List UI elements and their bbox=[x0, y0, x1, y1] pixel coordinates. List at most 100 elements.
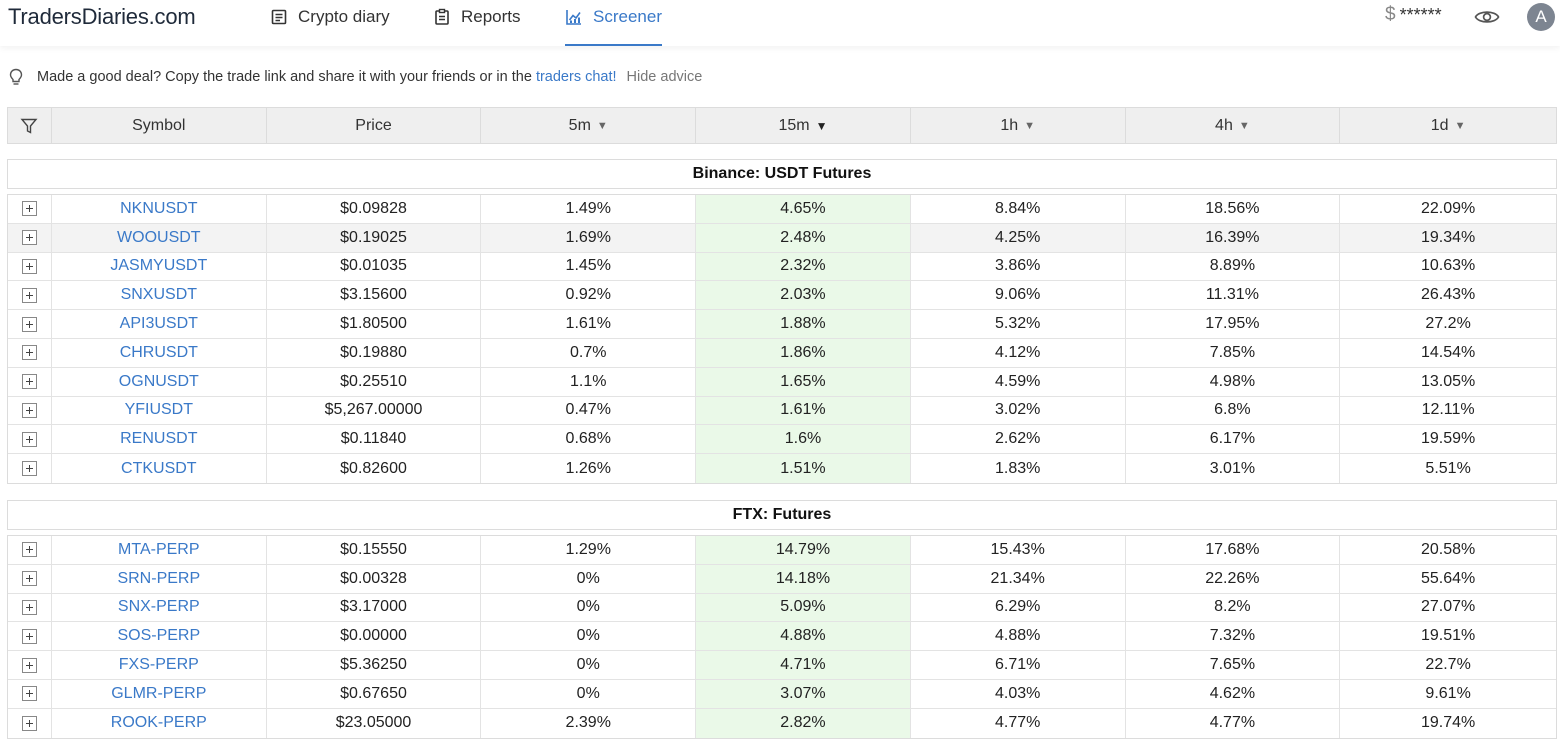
cell-symbol[interactable]: FXS-PERP bbox=[52, 651, 267, 679]
cell-change-1d: 20.58% bbox=[1420, 540, 1476, 558]
table-row[interactable]: JASMYUSDT $0.01035 1.45% 2.32% 3.86% 8.89% 10.… bbox=[8, 252, 1556, 282]
expand-icon[interactable] bbox=[21, 258, 37, 274]
cell-change-15m: 4.65% bbox=[696, 195, 911, 223]
cell-symbol[interactable]: GLMR-PERP bbox=[52, 679, 267, 708]
expand-cell bbox=[8, 425, 52, 454]
expand-icon[interactable] bbox=[21, 715, 37, 731]
column-header-5m[interactable]: 5m ▼ bbox=[481, 108, 697, 143]
expand-icon[interactable] bbox=[21, 316, 37, 332]
table-row[interactable]: SNXUSDT $3.15600 0.92% 2.03% 9.06% 11.31% 26.4… bbox=[8, 281, 1556, 311]
cell-change-1h: 8.84% bbox=[911, 195, 1126, 223]
clipboard-icon bbox=[435, 8, 449, 25]
table-row[interactable]: MTA-PERP $0.15550 1.29% 14.79% 15.43% 17.68% 2… bbox=[8, 535, 1556, 565]
table-row[interactable]: CHRUSDT $0.19880 0.7% 1.86% 4.12% 7.85% 14.54% bbox=[8, 338, 1556, 368]
expand-icon[interactable] bbox=[21, 287, 37, 303]
cell-change-5m: 0% bbox=[481, 593, 697, 622]
cell-symbol[interactable]: OGNUSDT bbox=[52, 367, 267, 396]
cell-change-1h: 9.06% bbox=[911, 281, 1126, 310]
expand-icon[interactable] bbox=[21, 374, 37, 390]
expand-icon[interactable] bbox=[21, 345, 37, 361]
column-header-label: 1h bbox=[1000, 116, 1019, 134]
column-header-symbol[interactable]: Symbol bbox=[52, 108, 267, 143]
column-header-15m[interactable]: 15m ▼ bbox=[696, 108, 911, 143]
cell-symbol[interactable]: CHRUSDT bbox=[52, 338, 267, 367]
expand-icon[interactable] bbox=[21, 431, 37, 447]
cell-change-1h: 6.71% bbox=[911, 651, 1126, 679]
expand-icon[interactable] bbox=[21, 628, 37, 644]
cell-change-1d: 19.74% bbox=[1420, 714, 1476, 732]
cell-symbol[interactable]: ROOK-PERP bbox=[52, 708, 267, 738]
table-row[interactable]: GLMR-PERP $0.67650 0% 3.07% 4.03% 4.62% 9.61% bbox=[8, 679, 1556, 709]
table-row[interactable]: API3USDT $1.80500 1.61% 1.88% 5.32% 17.95% 27.… bbox=[8, 310, 1556, 339]
cell-symbol[interactable]: MTA-PERP bbox=[52, 535, 267, 564]
expand-icon[interactable] bbox=[21, 599, 37, 615]
table-row[interactable]: WOOUSDT $0.19025 1.69% 2.48% 4.25% 16.39% 19.3… bbox=[8, 223, 1556, 253]
expand-cell bbox=[8, 708, 52, 738]
cell-symbol[interactable]: RENUSDT bbox=[52, 425, 267, 454]
eye-icon[interactable] bbox=[1474, 8, 1500, 26]
table-row[interactable]: FXS-PERP $5.36250 0% 4.71% 6.71% 7.65% 22.7% bbox=[8, 651, 1556, 680]
cell-change-1h: 4.59% bbox=[911, 367, 1126, 396]
group-title-ftx: FTX: Futures bbox=[7, 499, 1557, 530]
expand-cell bbox=[8, 651, 52, 679]
screener-table: Symbol Price 5m ▼ 15m ▼ 1h ▼ 4h ▼ 1d ▼ B… bbox=[7, 107, 1557, 739]
table-row[interactable]: OGNUSDT $0.25510 1.1% 1.65% 4.59% 4.98% 13.05% bbox=[8, 367, 1556, 397]
cell-price: $0.01035 bbox=[267, 252, 482, 281]
expand-icon[interactable] bbox=[21, 542, 37, 558]
cell-price: $23.05000 bbox=[267, 708, 482, 738]
expand-icon[interactable] bbox=[21, 230, 37, 246]
cell-change-5m: 1.69% bbox=[481, 223, 697, 252]
expand-icon[interactable] bbox=[21, 402, 37, 418]
table-row[interactable]: SRN-PERP $0.00328 0% 14.18% 21.34% 22.26% 55.6… bbox=[8, 564, 1556, 594]
table-row[interactable]: YFIUSDT $5,267.00000 0.47% 1.61% 3.02% 6.8% 12… bbox=[8, 396, 1556, 426]
cell-symbol[interactable]: SNXUSDT bbox=[52, 281, 267, 310]
filter-button[interactable] bbox=[8, 108, 52, 143]
expand-icon[interactable] bbox=[21, 657, 37, 673]
table-row[interactable]: NKNUSDT $0.09828 1.49% 4.65% 8.84% 18.56% 22.0… bbox=[8, 195, 1556, 224]
expand-cell bbox=[8, 195, 52, 223]
cell-change-4h: 8.89% bbox=[1126, 252, 1341, 281]
column-header-price[interactable]: Price bbox=[267, 108, 482, 143]
logo[interactable]: TradersDiaries.com bbox=[8, 4, 196, 29]
nav-crypto-diary-label: Crypto diary bbox=[298, 7, 390, 26]
cell-symbol[interactable]: YFIUSDT bbox=[52, 396, 267, 425]
cell-change-1h: 3.86% bbox=[911, 252, 1126, 281]
table-row[interactable]: SOS-PERP $0.00000 0% 4.88% 4.88% 7.32% 19.51% bbox=[8, 622, 1556, 652]
expand-icon[interactable] bbox=[21, 571, 37, 587]
cell-price: $0.67650 bbox=[267, 679, 482, 708]
cell-symbol[interactable]: SRN-PERP bbox=[52, 564, 267, 593]
sort-arrow-icon: ▼ bbox=[1238, 119, 1250, 132]
nav-screener[interactable]: Screener bbox=[565, 0, 662, 46]
table-row[interactable]: RENUSDT $0.11840 0.68% 1.6% 2.62% 6.17% 19.59% bbox=[8, 425, 1556, 455]
column-header-1h[interactable]: 1h ▼ bbox=[911, 108, 1126, 143]
cell-symbol[interactable]: JASMYUSDT bbox=[52, 252, 267, 281]
expand-icon[interactable] bbox=[21, 201, 37, 217]
avatar[interactable]: A bbox=[1527, 3, 1555, 31]
cell-symbol[interactable]: WOOUSDT bbox=[52, 223, 267, 252]
cell-symbol[interactable]: NKNUSDT bbox=[52, 195, 267, 223]
cell-symbol[interactable]: CTKUSDT bbox=[52, 454, 267, 483]
cell-change-1d: 12.11% bbox=[1421, 401, 1475, 419]
column-header-label: 4h bbox=[1215, 116, 1233, 134]
expand-icon[interactable] bbox=[21, 686, 37, 702]
table-row[interactable]: CTKUSDT $0.82600 1.26% 1.51% 1.83% 3.01% 5.51% bbox=[8, 454, 1556, 483]
cell-change-1d: 27.2% bbox=[1425, 315, 1471, 333]
cell-symbol[interactable]: SNX-PERP bbox=[52, 593, 267, 622]
expand-cell bbox=[8, 593, 52, 622]
expand-cell bbox=[8, 310, 52, 338]
cell-symbol[interactable]: API3USDT bbox=[52, 310, 267, 338]
column-header-1d[interactable]: 1d ▼ bbox=[1340, 108, 1556, 143]
hide-advice-link[interactable]: Hide advice bbox=[626, 69, 703, 85]
table-row[interactable]: ROOK-PERP $23.05000 2.39% 2.82% 4.77% 4.77% 19… bbox=[8, 708, 1556, 738]
cell-symbol[interactable]: SOS-PERP bbox=[52, 622, 267, 651]
nav-reports[interactable]: Reports bbox=[433, 0, 521, 46]
expand-cell bbox=[8, 281, 52, 310]
column-header-4h[interactable]: 4h ▼ bbox=[1126, 108, 1341, 143]
nav-crypto-diary[interactable]: Crypto diary bbox=[270, 0, 390, 46]
table-row[interactable]: SNX-PERP $3.17000 0% 5.09% 6.29% 8.2% 27.07% bbox=[8, 593, 1556, 623]
cell-change-15m: 3.07% bbox=[696, 679, 911, 708]
expand-icon[interactable] bbox=[21, 461, 37, 477]
cell-price: $3.17000 bbox=[267, 593, 482, 622]
cell-change-1h: 4.77% bbox=[911, 708, 1126, 738]
traders-chat-link[interactable]: traders chat! bbox=[535, 69, 617, 85]
